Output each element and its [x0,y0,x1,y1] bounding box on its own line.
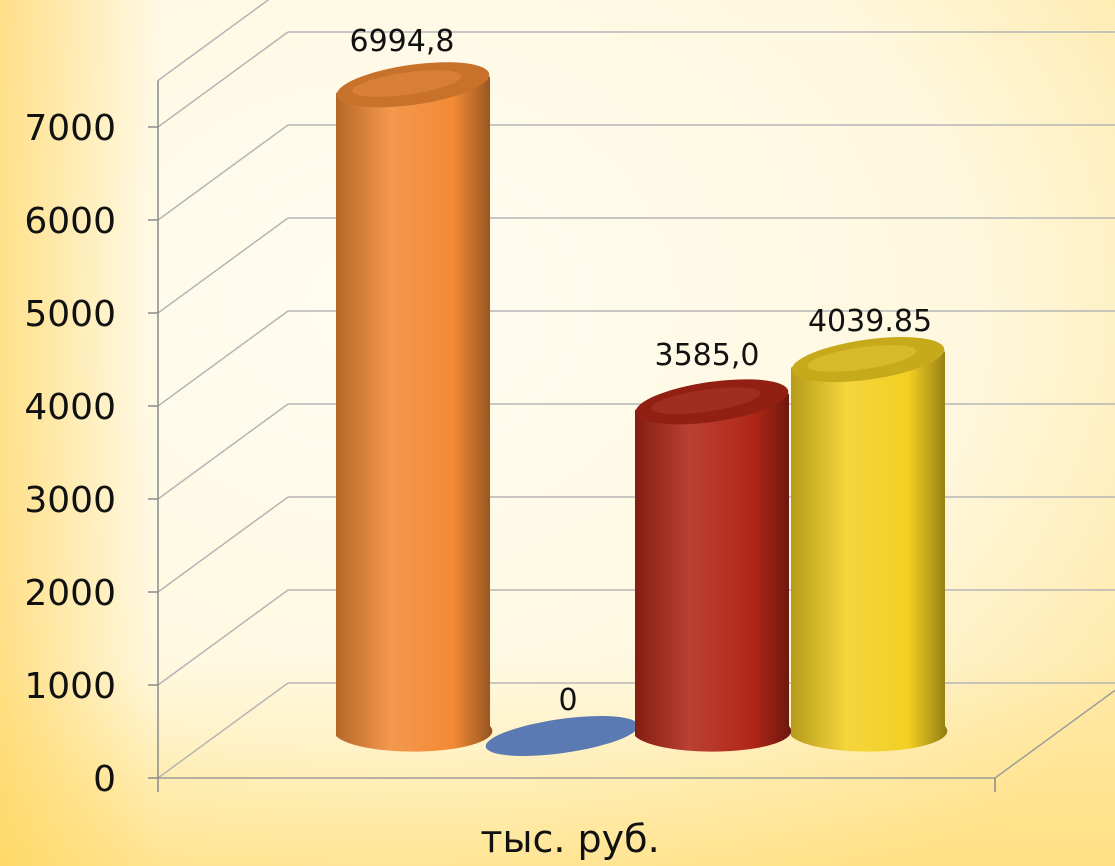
x-axis-label: тыс. руб. [480,817,659,861]
bar-3 [791,337,948,752]
data-label-2: 3585,0 [655,338,760,373]
gridline-side-top [157,0,270,82]
y-tick-label-3000: 3000 [24,480,116,521]
gridline-side-1000 [157,589,289,686]
data-label-3: 4039.85 [808,304,932,339]
bar-0-top [336,62,490,108]
gridline-side-6000 [157,124,289,221]
bar-2-top-highlight [651,387,761,415]
bar-3-body [791,351,948,752]
bar-0 [336,62,493,752]
gridline-side-4000 [157,310,289,407]
y-tick-label-1000: 1000 [24,666,116,707]
y-tick-label-6000: 6000 [24,201,116,242]
gridline-side-0 [157,682,289,779]
bar-0-top-highlight [352,70,462,97]
bar-3-top [791,337,945,383]
bar-0-body [336,76,493,752]
y-tick-label-0: 0 [93,759,116,800]
gridline-side-2000 [157,496,289,593]
bar-2 [635,379,792,752]
y-tick-label-4000: 4000 [24,387,116,428]
bar-3-top-highlight [807,345,917,372]
bar-1 [485,716,639,756]
bar-2-body [635,393,792,752]
bars [336,62,948,756]
gridline-side-3000 [157,403,289,500]
bar-2-top [635,379,789,425]
labels: 0 1000 2000 3000 4000 5000 6000 7000 6994,8 0 3585… [24,24,932,861]
bar-1-disc [485,716,639,756]
data-label-0: 6994,8 [350,24,455,59]
gridline-side-7000 [157,31,289,128]
data-label-1: 0 [558,683,577,718]
gridline-side-5000 [157,217,289,314]
y-tick-label-5000: 5000 [24,294,116,335]
y-tick-label-7000: 7000 [24,108,116,149]
floor-right-edge [994,689,1115,779]
y-tick-label-2000: 2000 [24,573,116,614]
